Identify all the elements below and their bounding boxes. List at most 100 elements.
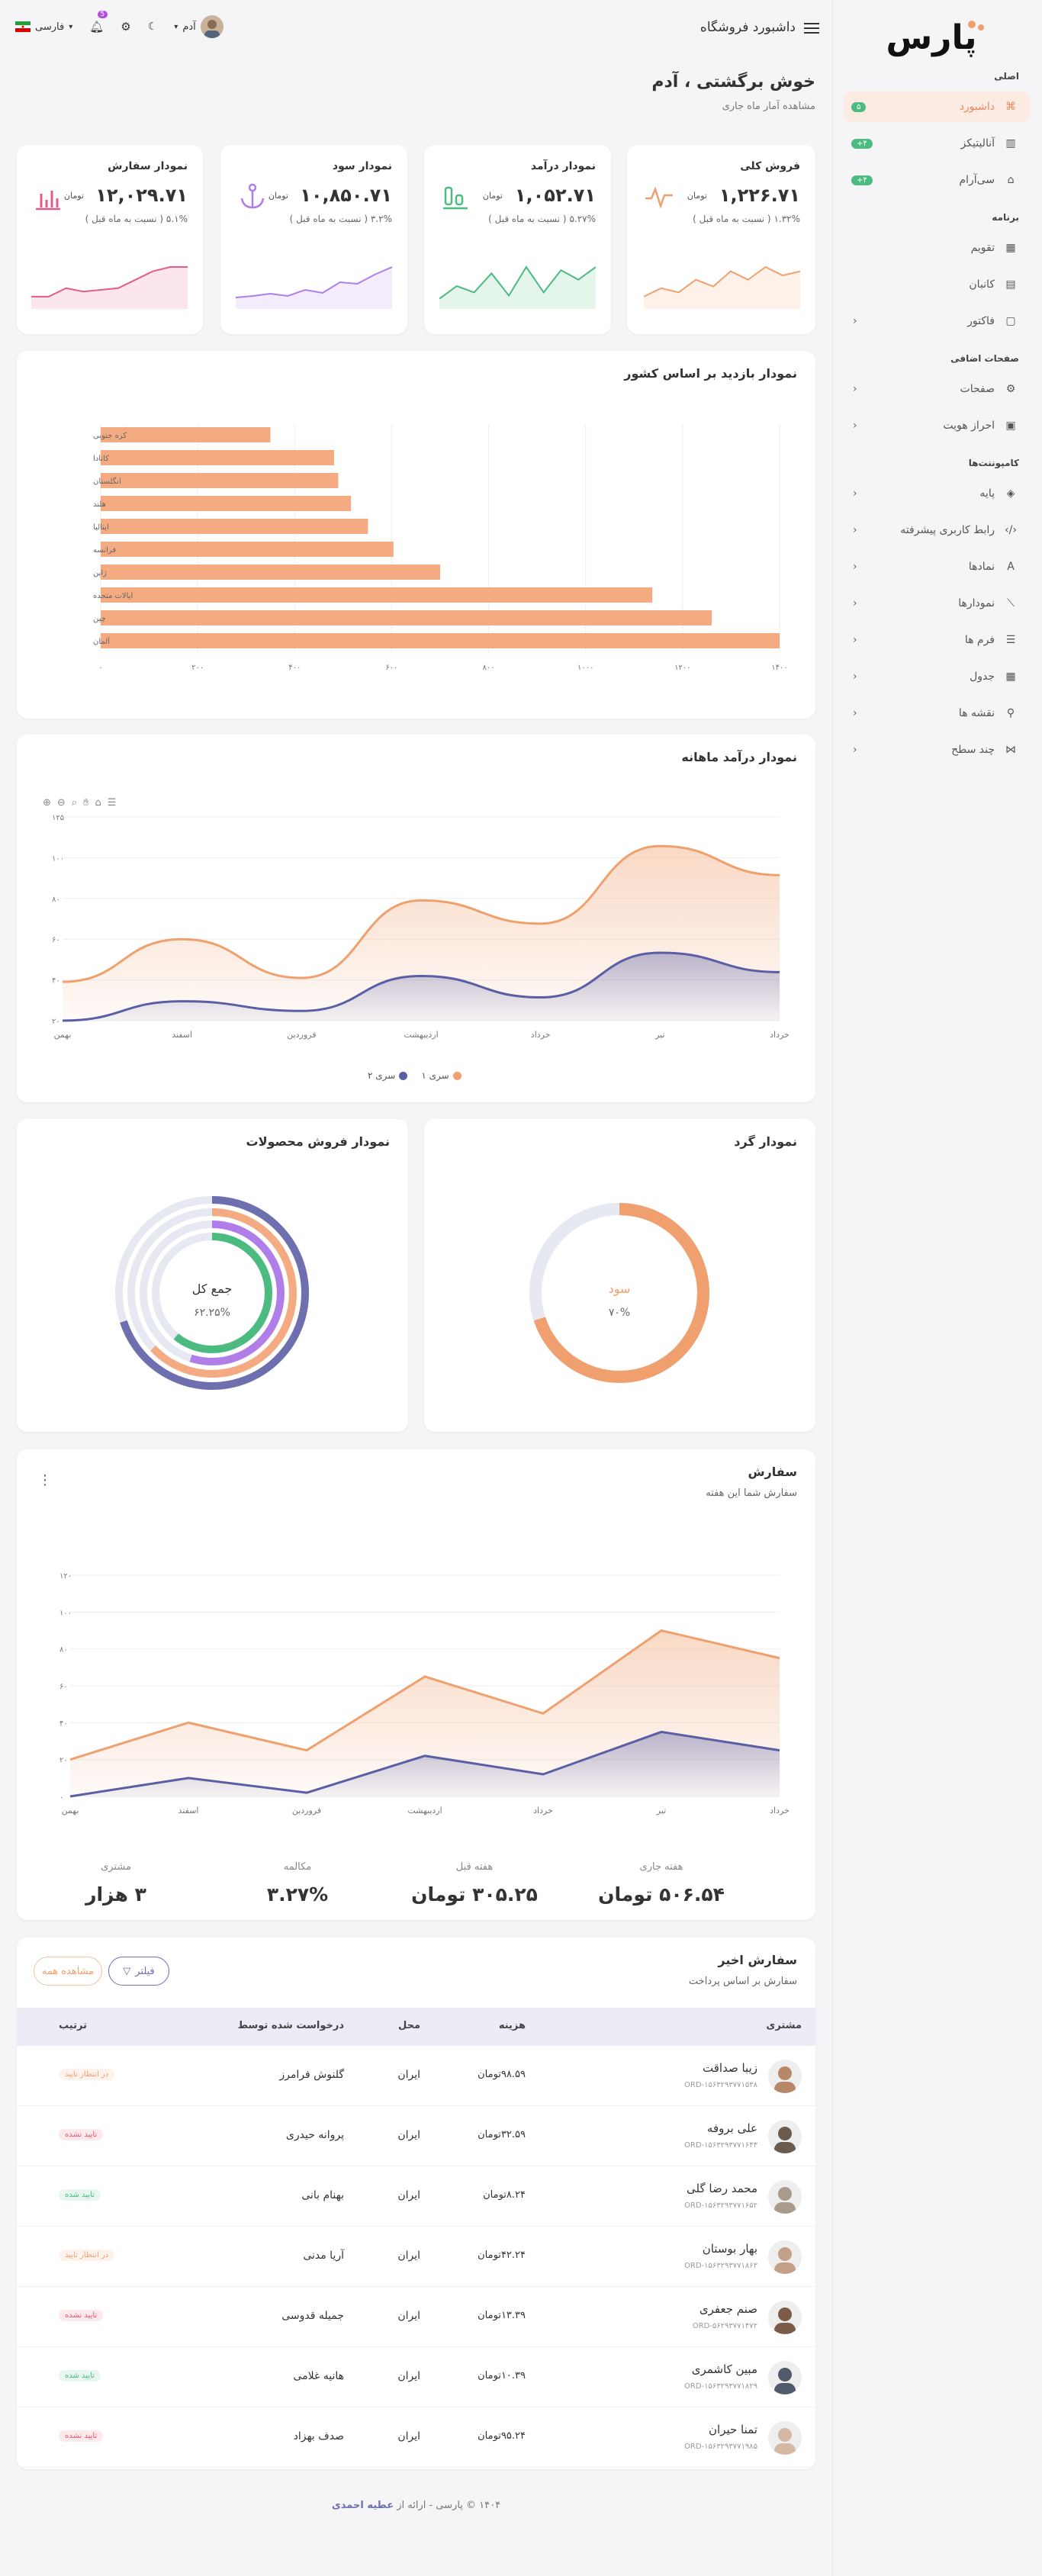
y-tick-label: ۶۰	[59, 1683, 68, 1691]
tick-label: ۲۰۰	[191, 664, 204, 672]
view-all-button[interactable]: مشاهده همه	[34, 1957, 102, 1986]
radial-arc[interactable]	[127, 1208, 297, 1378]
sidebar-badge: ۴+	[851, 138, 873, 149]
legend-item[interactable]: سری ۲	[368, 1070, 408, 1081]
col-order: ترتیب	[59, 2020, 87, 2031]
sidebar-section-title: اصلی	[994, 71, 1019, 82]
sparkline	[31, 252, 188, 309]
logo[interactable]: پارس	[867, 11, 996, 64]
stat-title: نمودار درآمد	[530, 160, 596, 172]
bar[interactable]	[101, 610, 712, 626]
bar[interactable]	[101, 542, 394, 557]
bar[interactable]	[101, 450, 334, 465]
sidebar-item[interactable]: ▣ احراز هویت ‹	[844, 410, 1030, 441]
stat-unit: تومان	[268, 191, 288, 201]
pan-icon[interactable]: ✋︎	[83, 797, 89, 809]
more-options-icon[interactable]: ⋮	[38, 1472, 52, 1488]
table-row[interactable]: محمد رضا گلی ORD-۱۵۶۳۲۹۳۷۷۱۶۵۲ ۸.۲۴تومان ای…	[17, 2166, 815, 2227]
sidebar-item[interactable]: ▦ تقویم	[844, 233, 1030, 263]
avatar	[768, 2361, 802, 2394]
table-row[interactable]: علی بروفه ORD-۱۵۶۳۲۹۳۷۷۱۶۴۳ ۳۲.۵۹تومان ایرا…	[17, 2106, 815, 2166]
bell-icon[interactable]: 🔔︎ 5	[89, 11, 108, 34]
table-row[interactable]: صنم جعفری ORD-۵۶۲۹۳۷۷۱۴۷۲ ۱۳.۳۹تومان ایران ج…	[17, 2287, 815, 2347]
bar[interactable]	[101, 473, 339, 488]
language-selector[interactable]: ▾ فارسی	[15, 21, 72, 33]
customer-name[interactable]: زیبا صداقت	[703, 2061, 757, 2075]
customer-name[interactable]: محمد رضا گلی	[687, 2182, 757, 2195]
sidebar-item-label: پایه	[979, 487, 995, 500]
series-line[interactable]	[69, 1730, 780, 1798]
gear-icon[interactable]: ⚙	[121, 20, 131, 34]
customer-name[interactable]: صنم جعفری	[699, 2302, 757, 2316]
home-icon[interactable]: ⌂	[95, 797, 101, 809]
series-line[interactable]	[69, 1629, 780, 1761]
radial-arc[interactable]	[140, 1220, 285, 1365]
sidebar-item[interactable]: ⌘ داشبورد ۵	[844, 92, 1030, 122]
menu-icon[interactable]: ☰	[107, 797, 117, 809]
sparkline	[235, 252, 393, 309]
sidebar-item[interactable]: ▦ جدول ‹	[844, 661, 1030, 692]
tick-label: ۰	[98, 664, 102, 672]
customer-name[interactable]: علی بروفه	[706, 2121, 757, 2135]
menu-toggle-icon[interactable]	[804, 21, 821, 36]
bar[interactable]	[101, 587, 653, 603]
col-requested-by: درخواست شده توسط	[237, 2020, 344, 2031]
bar[interactable]	[101, 496, 352, 511]
table-row[interactable]: مبین کاشمری ORD-۱۵۶۳۲۹۳۷۷۱۸۲۹ ۱۰.۳۹تومان ای…	[17, 2347, 815, 2407]
series-line[interactable]	[62, 844, 780, 983]
iran-flag-icon	[15, 21, 31, 32]
chart-title: نمودار بازدید بر اساس کشور	[624, 366, 797, 381]
map-pin-icon: ⚲	[1006, 707, 1015, 719]
y-tick-label: ۱۰۰	[52, 854, 64, 863]
chevron-down-icon: ▾	[174, 22, 178, 31]
customer-name[interactable]: تمنا حیران	[709, 2423, 757, 2436]
table-row[interactable]: بهار بوستان ORD-۱۵۶۳۲۹۳۷۷۱۸۶۳ ۴۲.۲۴تومان ای…	[17, 2227, 815, 2287]
customer-name[interactable]: مبین کاشمری	[691, 2362, 757, 2376]
radial-arc[interactable]	[115, 1196, 309, 1390]
sidebar-item[interactable]: ☰ فرم ها ‹	[844, 625, 1030, 655]
bar[interactable]	[101, 564, 440, 580]
legend-item[interactable]: سری ۱	[421, 1070, 462, 1081]
kpi-label: هفته قبل	[455, 1861, 494, 1873]
sidebar-item[interactable]: ⟋ نمودارها ‹	[844, 588, 1030, 619]
sidebar-item[interactable]: ⚙ صفحات ‹	[844, 374, 1030, 404]
moon-icon[interactable]: ☾	[147, 21, 158, 33]
zoom-out-icon[interactable]: ⊖	[56, 797, 66, 809]
kpi-label: مکالمه	[283, 1861, 312, 1873]
radial-arc[interactable]	[152, 1233, 272, 1353]
x-tick-label: اسفند	[178, 1806, 199, 1815]
user-name: آدم	[182, 21, 196, 33]
requested-by: پروانه حیدری	[285, 2129, 344, 2141]
filter-button[interactable]: فیلتر ▽	[108, 1957, 169, 1986]
series-area	[70, 1732, 780, 1796]
tick-label: ۱۴۰۰	[771, 664, 787, 672]
series-line[interactable]	[62, 951, 780, 1022]
sidebar-item[interactable]: ⚲ نقشه ها ‹	[844, 698, 1030, 728]
table-row[interactable]: زیبا صداقت ORD-۱۵۶۳۲۹۳۷۷۱۵۳۸ ۹۸.۵۹تومان ایر…	[17, 2046, 815, 2106]
customer-name[interactable]: بهار بوستان	[702, 2242, 757, 2256]
bar[interactable]	[101, 633, 780, 648]
sidebar-item[interactable]: ⌂ سی‌آرام ۴+	[844, 165, 1030, 195]
y-tick-label: ۶۰	[52, 936, 60, 944]
sidebar-item[interactable]: ⋈ چند سطح ‹	[844, 735, 1030, 765]
sidebar-item-label: داشبورد	[959, 101, 995, 113]
bar[interactable]	[101, 427, 271, 442]
chevron-left-icon: ‹	[853, 597, 857, 609]
sidebar-item[interactable]: ▤ کانبان	[844, 269, 1030, 300]
stat-value: ۱,۲۲۶.۷۱	[719, 185, 800, 206]
zoom-in-icon[interactable]: ⊕	[43, 797, 51, 809]
sidebar-item[interactable]: ▥ آنالیتیکز ۴+	[844, 128, 1030, 159]
sidebar-badge: ۵	[851, 101, 867, 112]
user-menu[interactable]: آدم ▾	[174, 15, 224, 38]
table-row[interactable]: تمنا حیران ORD-۱۵۶۳۲۹۳۷۷۱۹۸۵ ۹۵.۲۴تومان ایر…	[17, 2407, 815, 2468]
sidebar-item[interactable]: ‹/› رابط کاربری پیشرفته ‹	[844, 515, 1030, 545]
sidebar-item[interactable]: ◈ پایه ‹	[844, 478, 1030, 509]
bar[interactable]	[101, 519, 368, 534]
donut-arc[interactable]	[529, 1203, 709, 1383]
requested-by: بهنام بانی	[301, 2189, 344, 2201]
chevron-left-icon: ‹	[853, 561, 857, 573]
sidebar-item[interactable]: A نمادها ‹	[844, 552, 1030, 582]
footer-author-link[interactable]: عطیه احمدی	[331, 2500, 394, 2511]
sidebar-item[interactable]: ▢ فاکتور ‹	[844, 306, 1030, 336]
zoom-icon[interactable]: ⌕	[71, 797, 78, 809]
